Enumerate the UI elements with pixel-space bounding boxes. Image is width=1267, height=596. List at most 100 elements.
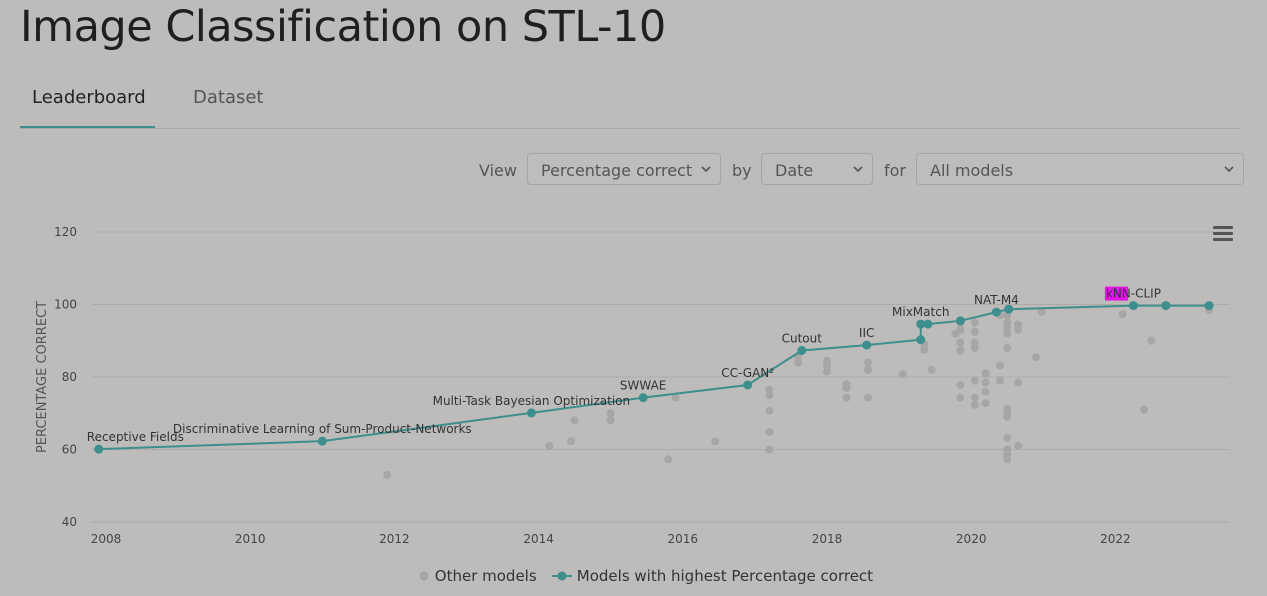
x-tick-label: 2008 [91,532,122,546]
for-select-value: All models [930,161,1014,180]
other-model-point [842,383,851,392]
other-model-point [1140,405,1149,414]
other-model-point [570,416,579,425]
x-tick-label: 2014 [523,532,554,546]
best-model-point [916,335,926,345]
for-label: for [884,161,906,180]
for-select[interactable]: All models [916,153,1244,185]
y-axis-label: PERCENTAGE CORRECT [35,301,50,453]
other-model-point [898,370,907,379]
view-select[interactable]: Percentage correct [527,153,721,185]
other-model-point [711,437,720,446]
other-model-point [794,358,803,367]
other-model-point [1014,325,1023,334]
best-model-point [317,436,327,446]
other-model-point [1014,441,1023,450]
annotation-label: kNN-CLIP [1106,287,1161,301]
other-model-point [970,393,979,402]
legend-other-models[interactable]: Other models [418,567,537,585]
other-model-point [1003,329,1012,338]
legend-other-label: Other models [434,567,537,585]
best-model-point [94,444,104,454]
other-model-point [970,376,979,385]
other-model-point [970,400,979,409]
annotation-label: CC-GAN² [721,366,774,380]
other-model-point [956,325,965,334]
other-model-point [383,470,392,479]
legend-best-models[interactable]: Models with highest Percentage correct [552,567,873,585]
by-select[interactable]: Date [761,153,873,185]
tab-leaderboard[interactable]: Leaderboard [32,87,146,108]
other-model-point [956,338,965,347]
best-model-point [1161,301,1171,311]
y-tick-label: 80 [62,370,77,384]
best-models-line [98,304,1210,451]
other-model-point [765,391,774,400]
annotation-label: Multi-Task Bayesian Optimization [433,394,630,408]
other-model-point [981,369,990,378]
other-model-point [664,455,673,464]
other-model-point [1037,307,1046,316]
other-model-point [864,393,873,402]
other-model-point [981,399,990,408]
best-model-point [797,346,807,356]
best-model-point [526,408,536,418]
other-model-point [970,344,979,352]
x-tick-label: 2022 [1100,532,1131,546]
other-model-point [671,393,680,402]
annotation-label: IIC [859,326,874,340]
other-model-point [864,365,873,374]
other-model-point [956,393,965,402]
other-model-point [1032,353,1041,362]
x-tick-label: 2010 [235,532,266,546]
active-tab-indicator [20,126,155,128]
by-label: by [732,161,752,180]
best-model-point [991,307,1001,317]
other-model-point [1003,433,1012,442]
x-tick-label: 2018 [812,532,843,546]
view-select-value: Percentage correct [541,161,693,180]
annotation-label: Receptive Fields [87,430,184,444]
view-label: View [479,161,517,180]
best-model-point [743,380,753,390]
other-model-point [1003,455,1012,464]
x-tick-label: 2016 [668,532,699,546]
other-model-point [864,358,873,367]
annotation-label: MixMatch [892,305,949,319]
chart-plot: 40 60 80 100 120 2008 2010 2012 2014 2016 2018 2020… [35,225,1230,546]
other-model-point [1003,412,1012,421]
other-model-point [1014,378,1023,387]
other-model-point [981,378,990,387]
tab-dataset[interactable]: Dataset [193,87,264,108]
highlight-mark [1104,286,1129,301]
best-model-point [955,316,965,326]
other-model-point [765,406,774,415]
other-model-point [956,346,965,355]
chart-controls: View Percentage correct by Date for All … [0,153,1267,187]
other-model-point [842,393,851,402]
annotation-label: Discriminative Learning of Sum-Product-N… [173,422,472,436]
page-title: Image Classification on STL-10 [20,2,666,52]
other-model-point [606,409,615,418]
other-model-point [970,327,979,336]
other-model-point [1003,344,1012,352]
annotation-label: SWWAE [620,379,666,393]
annotation-label: NAT-M4 [974,293,1019,307]
chevron-down-icon [853,166,863,173]
other-model-point [920,345,929,354]
legend-line-icon [552,571,572,581]
chart-menu-icon[interactable] [1213,226,1233,242]
other-model-point [765,445,774,454]
other-model-point [996,376,1005,385]
other-model-point [956,380,965,389]
y-tick-label: 60 [62,443,77,457]
other-model-point [1147,336,1156,345]
chart-legend: Other models Models with highest Percent… [0,567,1267,587]
other-model-point [981,387,990,396]
best-model-point [1004,304,1014,314]
other-model-point [970,318,979,327]
x-tick-label: 2012 [379,532,410,546]
legend-best-label: Models with highest Percentage correct [576,567,874,585]
other-model-point [567,437,576,446]
chevron-down-icon [701,166,711,173]
